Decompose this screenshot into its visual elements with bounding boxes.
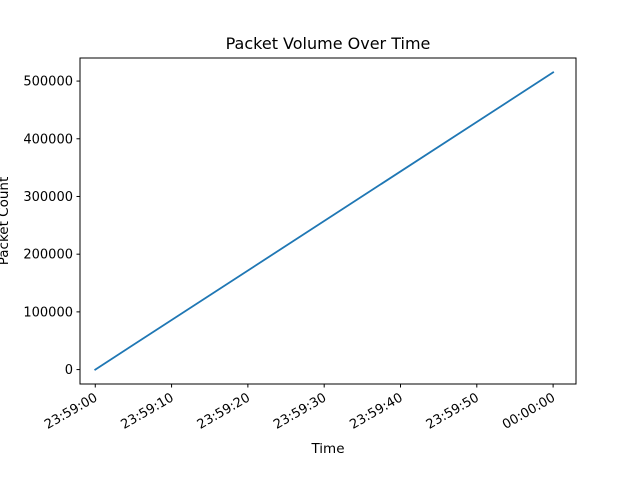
- y-tick-label: 400000: [23, 132, 73, 147]
- x-tick-label: 23:59:30: [271, 390, 329, 432]
- series-line-0: [94, 71, 555, 371]
- x-tick-label: 23:59:40: [347, 390, 405, 432]
- x-axis: 23:59:00 23:59:10 23:59:20 23:59:30 23:59:40…: [42, 384, 558, 433]
- x-tick-label: 00:00:00: [500, 390, 558, 432]
- x-tick-label: 23:59:20: [195, 390, 253, 432]
- x-tick-label: 23:59:00: [42, 390, 100, 432]
- y-tick-label: 200000: [23, 248, 73, 263]
- x-tick-label: 23:59:10: [119, 390, 177, 432]
- y-axis-title: Packet Count: [0, 177, 12, 266]
- y-tick-label: 500000: [23, 75, 73, 90]
- chart-title: Packet Volume Over Time: [226, 34, 431, 53]
- x-axis-title: Time: [310, 441, 344, 457]
- x-tick-label: 23:59:50: [424, 390, 482, 432]
- y-tick-label: 100000: [23, 305, 73, 320]
- series-layer: [94, 71, 555, 371]
- plot-area: [79, 57, 577, 385]
- y-tick-label: 0: [65, 363, 73, 378]
- y-axis: 0 100000 200000 300000 400000 500000: [23, 75, 80, 378]
- y-tick-label: 300000: [23, 190, 73, 205]
